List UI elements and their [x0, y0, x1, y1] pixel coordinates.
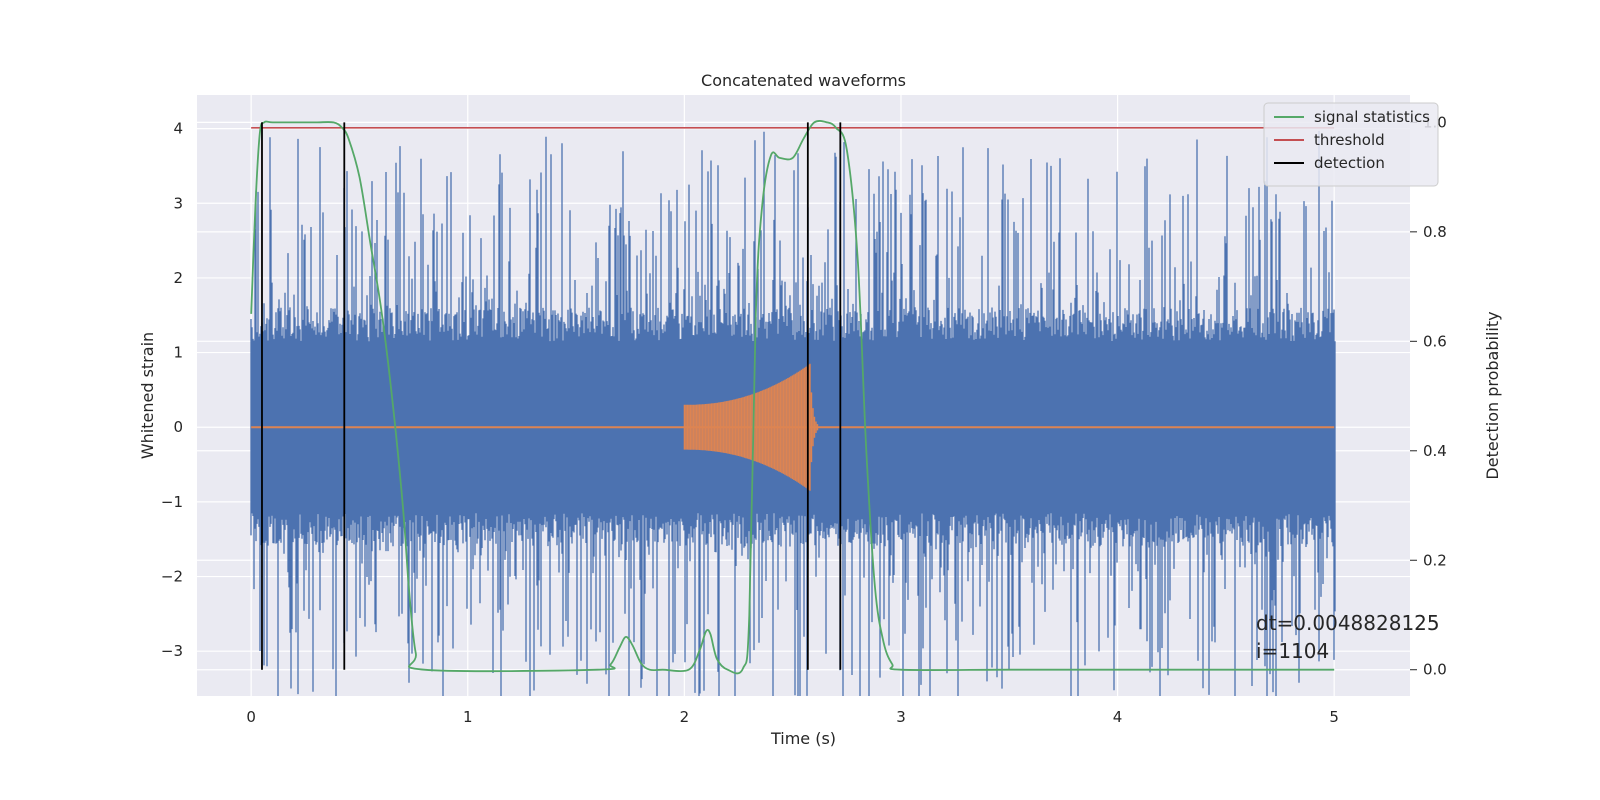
x-tick-label: 2 [680, 708, 690, 726]
y2-tick-label: 0.8 [1423, 223, 1447, 241]
x-axis-label: Time (s) [770, 729, 836, 748]
chart-title: Concatenated waveforms [701, 71, 906, 90]
x-tick-label: 0 [246, 708, 256, 726]
y-tick-label: 1 [173, 344, 183, 362]
y-tick-label: 3 [173, 194, 183, 212]
y2-tick-label: 0.0 [1423, 661, 1447, 679]
x-tick-label: 3 [896, 708, 906, 726]
y-tick-label: −3 [161, 642, 183, 660]
y2-tick-label: 0.2 [1423, 551, 1447, 569]
x-tick-label: 5 [1329, 708, 1339, 726]
signal-statistics-series [250, 120, 1335, 675]
index-annotation: i=1104 [1256, 639, 1329, 663]
y2-axis-label: Detection probability [1483, 311, 1502, 479]
y2-tick-label: 0.4 [1423, 442, 1447, 460]
axis-labels: Concatenated waveforms Time (s) Whitened s… [138, 71, 1502, 748]
dt-annotation: dt=0.0048828125 [1256, 611, 1440, 635]
x-tick-label: 1 [463, 708, 473, 726]
data-layer [250, 120, 1336, 696]
legend-entry: signal statistics [1314, 108, 1430, 126]
y-tick-label: 2 [173, 269, 183, 287]
annotation: dt=0.0048828125 i=1104 [1256, 611, 1440, 663]
legend-entry: detection [1314, 154, 1385, 172]
legend-entry: threshold [1314, 131, 1385, 149]
legend-box [1263, 102, 1439, 187]
injected-waveform-series [683, 363, 819, 491]
y-tick-label: −2 [161, 568, 183, 586]
x-tick-label: 4 [1113, 708, 1123, 726]
y-tick-label: −1 [161, 493, 183, 511]
y2-tick-label: 0.6 [1423, 332, 1447, 350]
y-tick-label: 0 [173, 418, 183, 436]
y-axis-label: Whitened strain [138, 332, 157, 459]
y-tick-label: 4 [173, 120, 183, 138]
legend: signal statistics threshold detection [1263, 102, 1439, 187]
